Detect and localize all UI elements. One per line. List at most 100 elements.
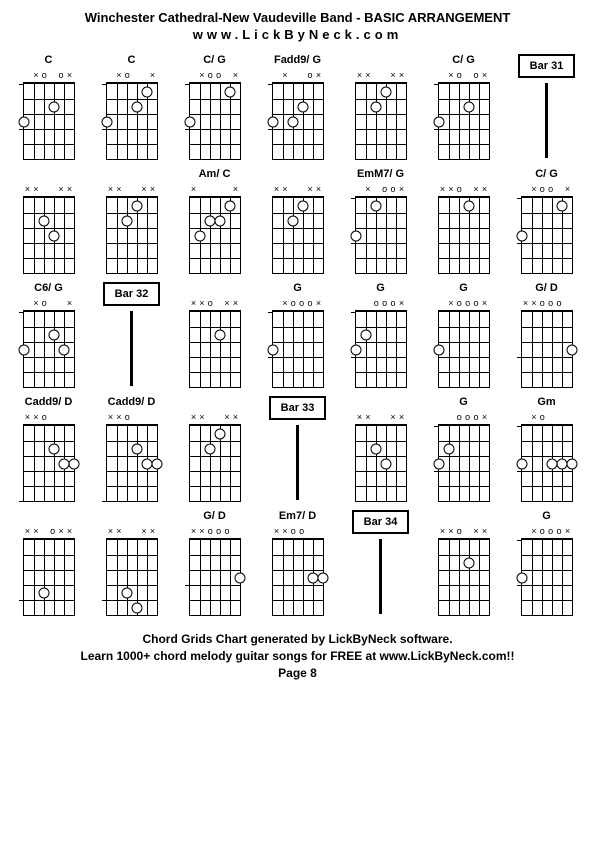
finger-dot [360,329,371,340]
finger-dot [566,458,577,469]
chord-name: Gm [537,396,555,410]
chord-cell: C/ G×oo× [176,54,253,160]
finger-dot [131,443,142,454]
string-markers: ×oo× [439,70,489,80]
finger-dot [350,344,361,355]
fretboard [106,82,158,160]
chord-diagram: ×××× [104,526,160,616]
fretboard [189,196,241,274]
chord-name: C/ G [535,168,558,182]
finger-dot [151,458,162,469]
string-markers: ××oo [273,526,323,536]
fretboard [106,424,158,502]
finger-dot [48,101,59,112]
page-title: Winchester Cathedral-New Vaudeville Band… [10,10,585,25]
chord-diagram: ××o×× [187,298,243,388]
fretboard [189,82,241,160]
fretboard [189,310,241,388]
chord-diagram: ××o×× [21,526,77,616]
footer-line-2: Learn 1000+ chord melody guitar songs fo… [10,648,585,665]
fretboard [355,82,407,160]
fretboard [438,424,490,502]
finger-dot [224,86,235,97]
fretboard [272,196,324,274]
chord-diagram: ooo× [353,298,409,388]
finger-dot [48,329,59,340]
fretboard [189,538,241,616]
fretboard [23,424,75,502]
chord-diagram: ×o× [21,298,77,388]
finger-dot [297,200,308,211]
chord-name: Cadd9/ D [108,396,156,410]
finger-dot [380,458,391,469]
chord-cell: C/ G×oo× [425,54,502,160]
chord-diagram: ×oo× [353,184,409,274]
chord-cell: ××o×× [425,168,502,274]
fretboard [106,196,158,274]
bar-line [545,83,548,158]
fretboard [438,310,490,388]
chord-diagram: ××oo [270,526,326,616]
chord-cell: C×o× [93,54,170,160]
chord-diagram: ×ooo× [270,298,326,388]
finger-dot [38,215,49,226]
fretboard [272,310,324,388]
chord-diagram: ××o×× [436,184,492,274]
chord-name: EmM7/ G [357,168,404,182]
chord-diagram: ××ooo [187,526,243,616]
finger-dot [131,101,142,112]
chord-name: C [45,54,53,68]
fretboard [355,424,407,502]
chord-name: G [376,282,385,296]
string-markers: ××ooo [522,298,572,308]
fretboard [106,538,158,616]
finger-dot [214,215,225,226]
finger-dot [131,602,142,613]
bar-marker-cell: Bar 32 [93,282,170,388]
chord-cell: ×××× [342,396,419,502]
chord-diagram: ×××× [353,412,409,502]
chord-name: C6/ G [34,282,63,296]
string-markers: ooo× [356,298,406,308]
chord-name: G/ D [203,510,226,524]
chord-cell: ×××× [259,168,336,274]
finger-dot [463,200,474,211]
string-markers: ×××× [107,184,157,194]
finger-dot [141,86,152,97]
chord-diagram: ooo× [436,412,492,502]
finger-dot [121,587,132,598]
finger-dot [204,443,215,454]
finger-dot [18,116,29,127]
string-markers: ×ooo× [522,526,572,536]
chord-cell: Gooo× [342,282,419,388]
chord-name: G [459,396,468,410]
fretboard [272,82,324,160]
string-markers: ×× [190,184,240,194]
string-markers: ××o×× [190,298,240,308]
string-markers: ×o× [24,298,74,308]
chord-name: G [459,282,468,296]
string-markers: ××o×× [439,526,489,536]
bar-marker-cell: Bar 31 [508,54,585,160]
footer-line-3: Page 8 [10,665,585,682]
chord-cell: ×××× [342,54,419,160]
finger-dot [463,557,474,568]
chord-cell: ××o×× [425,510,502,616]
chord-diagram: ×oo× [21,70,77,160]
string-markers: ××o [24,412,74,422]
string-markers: ×o× [107,70,157,80]
chord-cell: Em7/ D××oo [259,510,336,616]
finger-dot [380,86,391,97]
string-markers: ×××× [24,184,74,194]
fretboard [23,310,75,388]
finger-dot [121,215,132,226]
string-markers: ×××× [356,412,406,422]
chord-name: G [542,510,551,524]
finger-dot [131,200,142,211]
finger-dot [48,230,59,241]
chord-cell: ×××× [10,168,87,274]
chord-cell: ××o×× [176,282,253,388]
bar-line [296,425,299,500]
fretboard [438,82,490,160]
string-markers: ×××× [273,184,323,194]
